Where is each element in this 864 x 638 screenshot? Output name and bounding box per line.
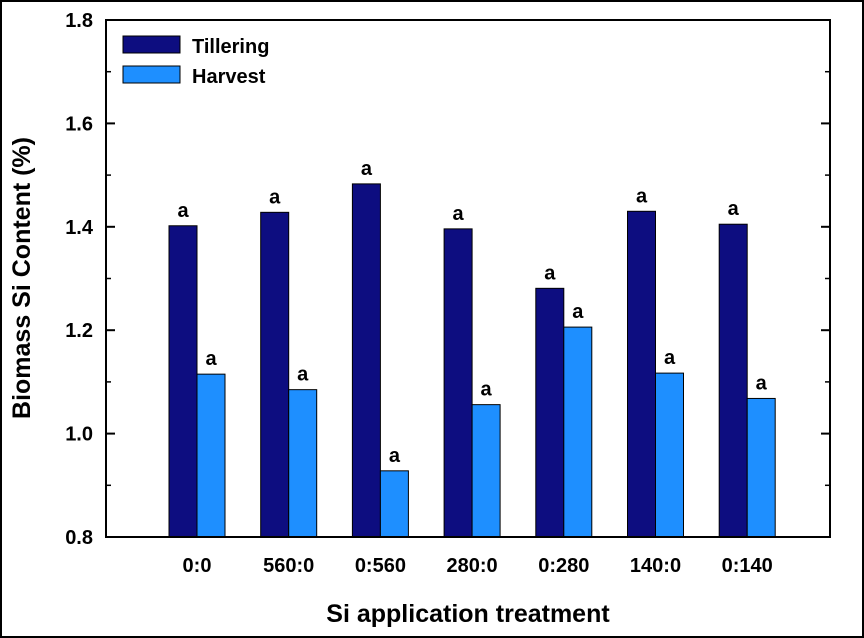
bars-layer xyxy=(168,183,776,538)
bar-harvest-6 xyxy=(746,397,776,538)
x-axis-title: Si application treatment xyxy=(326,600,610,628)
bar-tillering-1 xyxy=(260,211,290,538)
x-tick-label-4: 0:280 xyxy=(538,555,589,577)
significance-label-tillering-3: a xyxy=(453,203,465,225)
significance-label-harvest-2: a xyxy=(389,445,401,467)
x-axis-ticks: 0:0 560:0 0:560 280:0 0:280 140:0 0:140 xyxy=(183,555,773,577)
significance-label-harvest-3: a xyxy=(481,379,493,401)
significance-label-harvest-0: a xyxy=(205,348,217,370)
bar-tillering-0 xyxy=(168,225,198,538)
y-tick-label-1: 1.0 xyxy=(65,424,93,446)
legend-label-tillering: Tillering xyxy=(192,36,269,58)
bar-tillering-3 xyxy=(443,228,473,538)
legend-item-harvest: Harvest xyxy=(122,65,266,88)
y-tick-label-4: 1.6 xyxy=(65,113,93,135)
x-tick-label-0: 0:0 xyxy=(183,555,212,577)
bar-harvest-1 xyxy=(288,389,318,538)
legend: Tillering Harvest xyxy=(122,35,269,88)
bar-harvest-2 xyxy=(379,470,409,538)
bar-harvest-0 xyxy=(196,373,226,538)
significance-label-tillering-1: a xyxy=(269,186,281,208)
y-tick-label-0: 0.8 xyxy=(65,527,93,549)
y-tick-label-5: 1.8 xyxy=(65,10,93,32)
x-tick-label-3: 280:0 xyxy=(447,555,498,577)
significance-label-harvest-6: a xyxy=(756,372,768,394)
bar-harvest-3 xyxy=(471,404,501,538)
significance-label-tillering-5: a xyxy=(636,185,648,207)
bar-tillering-6 xyxy=(718,223,748,538)
legend-item-tillering: Tillering xyxy=(122,35,269,58)
legend-swatch-harvest xyxy=(122,65,181,84)
bar-tillering-5 xyxy=(627,210,656,538)
x-tick-label-1: 560:0 xyxy=(263,555,314,577)
bar-tillering-4 xyxy=(535,287,565,538)
y-tick-label-3: 1.4 xyxy=(65,217,94,239)
significance-label-tillering-6: a xyxy=(728,198,740,220)
y-tick-label-2: 1.2 xyxy=(65,320,93,342)
bar-harvest-5 xyxy=(655,372,684,538)
x-tick-label-6: 0:140 xyxy=(722,555,773,577)
legend-label-harvest: Harvest xyxy=(192,66,266,88)
significance-label-harvest-1: a xyxy=(297,364,309,386)
significance-label-harvest-4: a xyxy=(572,301,584,323)
y-axis-ticks: 0.8 1.0 1.2 1.4 1.6 1.8 xyxy=(65,10,830,549)
significance-label-tillering-2: a xyxy=(361,158,373,180)
significance-label-tillering-0: a xyxy=(177,200,189,222)
x-tick-label-5: 140:0 xyxy=(630,555,681,577)
bar-harvest-4 xyxy=(563,326,593,538)
significance-label-tillering-4: a xyxy=(544,262,556,284)
significance-label-harvest-5: a xyxy=(664,347,676,369)
bar-tillering-2 xyxy=(351,183,381,538)
legend-swatch-tillering xyxy=(122,35,181,54)
x-tick-label-2: 0:560 xyxy=(355,555,406,577)
y-axis-title: Biomass Si Content (%) xyxy=(8,137,36,419)
